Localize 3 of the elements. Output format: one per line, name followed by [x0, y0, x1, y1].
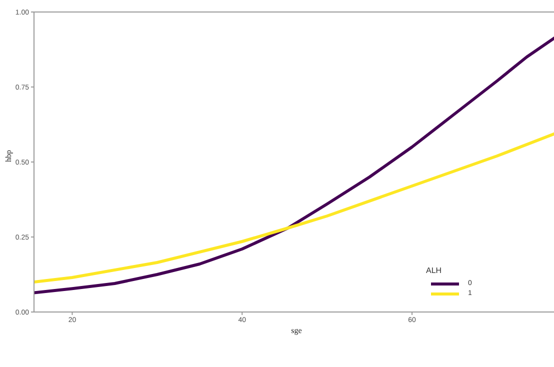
y-axis-title: hbp [4, 150, 13, 162]
x-axis-title: sge [291, 326, 302, 335]
legend-title: ALH [426, 266, 443, 275]
